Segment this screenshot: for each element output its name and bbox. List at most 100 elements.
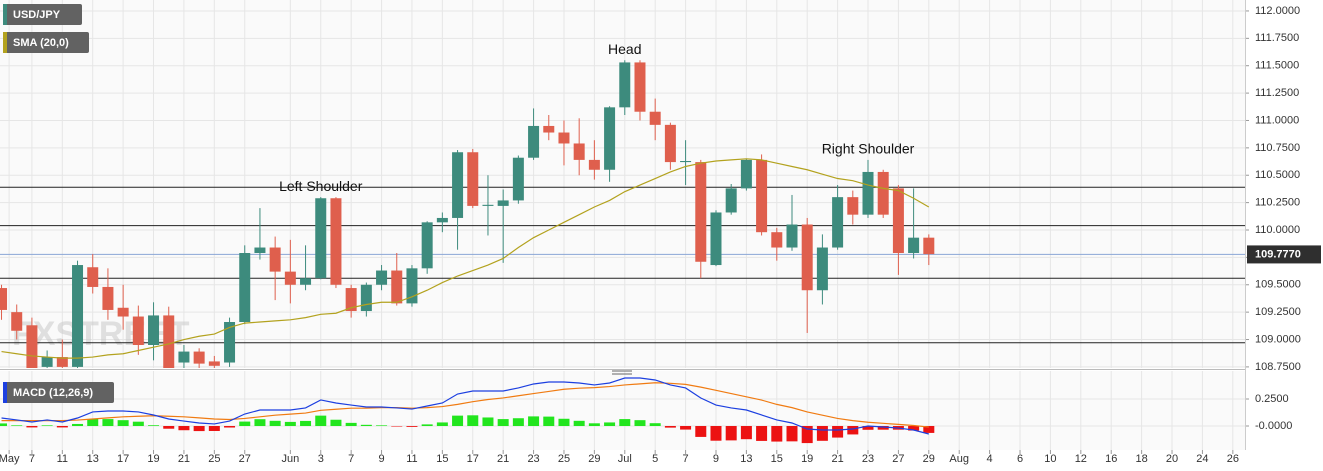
histogram-bar <box>315 415 327 427</box>
candle-body <box>87 267 99 287</box>
histogram-bar <box>376 425 388 427</box>
candle-body <box>710 212 722 266</box>
y-tick-label: 110.2500 <box>1255 197 1300 209</box>
legend-label: SMA (20,0) <box>13 37 69 49</box>
x-tick-label: 24 <box>1196 453 1208 465</box>
x-tick-label: 27 <box>892 453 904 465</box>
candle-body <box>877 171 889 215</box>
legend-box[interactable] <box>3 4 82 25</box>
x-tick-label: 16 <box>1105 453 1117 465</box>
candle-body <box>816 247 828 291</box>
candle-body <box>345 288 357 312</box>
candle-body <box>649 111 661 125</box>
x-tick-label: 3 <box>318 453 324 465</box>
y-tick-label: 112.0000 <box>1255 5 1300 17</box>
candle-body <box>360 284 372 312</box>
candle-body <box>680 161 692 163</box>
candle-body <box>740 159 752 189</box>
histogram-bar <box>72 423 84 427</box>
candle-body <box>436 217 448 223</box>
main-pane <box>0 0 1245 368</box>
candle-body <box>725 188 737 213</box>
x-tick-label: 17 <box>117 453 129 465</box>
candle-body <box>178 351 190 363</box>
macd-plot <box>0 377 935 444</box>
macd-pane <box>0 371 1245 450</box>
candle-body <box>391 270 403 304</box>
histogram-bar <box>208 426 220 431</box>
y-tick-label: 111.0000 <box>1255 114 1299 126</box>
x-tick-label: 27 <box>239 453 251 465</box>
legend-box[interactable] <box>3 382 114 403</box>
histogram-bar <box>421 424 433 427</box>
x-tick-label: 29 <box>923 453 935 465</box>
histogram-bar <box>26 426 38 428</box>
candle-body <box>604 107 616 170</box>
histogram-bar <box>254 419 266 427</box>
legend-swatch <box>3 32 7 53</box>
histogram-bar <box>908 426 920 431</box>
histogram-bar <box>406 426 418 427</box>
x-tick-label: 18 <box>1136 453 1148 465</box>
y-tick-label: 110.0000 <box>1255 224 1300 236</box>
histogram-bar <box>467 415 479 427</box>
y-tick-label: -0.0000 <box>1255 420 1292 432</box>
x-tick-label: 5 <box>652 453 658 465</box>
x-tick-label: Jul <box>618 453 632 465</box>
candle-body <box>832 197 844 248</box>
y-tick-label: 0.2500 <box>1255 393 1289 405</box>
x-tick-label: 29 <box>588 453 600 465</box>
candle-body <box>300 278 312 285</box>
x-tick-label: May <box>0 453 20 465</box>
x-tick-label: 15 <box>771 453 783 465</box>
y-tick-label: 108.7500 <box>1255 361 1301 373</box>
axes: May 7 11 13 17 19 21 25 27 Jun 3 7 9 11 15 17 21 23 25 29 Ju… <box>0 5 1321 465</box>
candle-body <box>452 152 464 218</box>
candle-body <box>862 171 874 215</box>
x-tick-label: 21 <box>831 453 843 465</box>
legend-box[interactable] <box>3 32 89 53</box>
x-tick-label: 9 <box>378 453 384 465</box>
candle-body <box>72 265 84 367</box>
candle-body <box>847 197 859 215</box>
histogram-bar <box>284 421 296 427</box>
x-tick-label: 10 <box>1044 453 1056 465</box>
histogram-bar <box>573 420 585 427</box>
histogram-bar <box>41 425 53 427</box>
candle-body <box>11 312 23 331</box>
candle-body <box>467 152 479 206</box>
legend-swatch <box>3 4 7 25</box>
histogram-bar <box>391 426 403 427</box>
candle-body <box>406 268 418 304</box>
histogram-bar <box>923 426 935 433</box>
candle-body <box>497 200 509 206</box>
annotation: Left Shoulder <box>279 178 363 194</box>
candle-body <box>254 247 266 253</box>
x-tick-label: 21 <box>497 453 509 465</box>
histogram-bar <box>178 426 190 431</box>
candle-body <box>0 288 8 310</box>
y-tick-label: 109.5000 <box>1255 279 1301 291</box>
candle-body <box>239 253 251 322</box>
x-tick-label: 7 <box>29 453 35 465</box>
x-tick-label: 11 <box>57 453 68 465</box>
legend-swatch <box>3 382 7 403</box>
watermark: FXSTREET <box>12 315 190 353</box>
histogram-bar <box>649 423 661 427</box>
x-tick-label: 23 <box>862 453 874 465</box>
histogram-bar <box>588 423 600 427</box>
histogram-bar <box>452 415 464 427</box>
histogram-bar <box>740 426 752 440</box>
histogram-bar <box>193 426 205 432</box>
histogram-bar <box>877 426 889 430</box>
histogram-bar <box>725 426 737 441</box>
histogram-bar <box>87 418 99 427</box>
y-tick-label: 110.7500 <box>1255 142 1300 154</box>
x-tick-label: 25 <box>558 453 570 465</box>
histogram-bar <box>102 419 114 427</box>
x-tick-label: 6 <box>1017 453 1023 465</box>
x-tick-label: 25 <box>208 453 220 465</box>
candle-body <box>908 237 920 253</box>
histogram-bar <box>512 418 524 427</box>
